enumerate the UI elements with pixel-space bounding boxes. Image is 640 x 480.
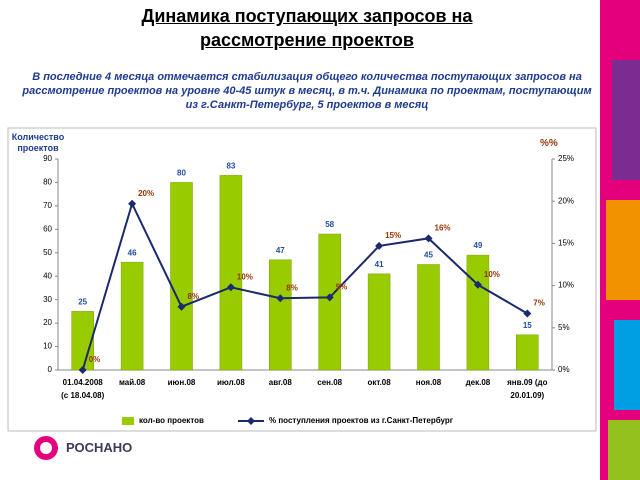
legend-label: кол-во проектов	[139, 416, 204, 425]
bar	[269, 259, 292, 371]
bar-value-label: 49	[473, 241, 482, 250]
bar-value-label: 47	[276, 246, 285, 255]
y-tick-label: 30	[43, 295, 52, 304]
subtitle: В последние 4 месяца отмечается стабилиз…	[22, 71, 592, 111]
x-tick-label: сен.08	[317, 378, 342, 387]
line-value-label: 0%	[89, 355, 101, 364]
line-value-label: 16%	[435, 223, 451, 232]
x-tick-label: янв.09 (до 20.01.09)	[507, 378, 548, 400]
decor-stripe	[614, 320, 640, 410]
line-marker	[226, 283, 235, 292]
bar	[516, 334, 539, 371]
line-marker	[473, 280, 482, 289]
line-marker	[523, 309, 532, 318]
y2-tick-label: 20%	[558, 196, 574, 205]
y-tick-label: 20	[43, 318, 52, 327]
legend-swatch	[122, 417, 134, 425]
line-value-label: 8%	[286, 283, 298, 292]
line-value-label: 15%	[385, 231, 401, 240]
bar-value-label: 83	[226, 162, 235, 171]
y2-tick-label: 0%	[558, 365, 570, 374]
y-tick-label: 80	[43, 178, 52, 187]
bar	[466, 254, 490, 371]
x-tick-label: май.08	[119, 378, 146, 387]
bar-value-label: 58	[325, 220, 334, 229]
x-tick-label: июл.08	[217, 378, 245, 387]
line-value-label: 20%	[138, 189, 154, 198]
line-marker	[128, 199, 137, 208]
bar-value-label: 80	[177, 169, 186, 178]
bar-value-label: 15	[523, 321, 532, 330]
line-marker	[375, 241, 384, 250]
bar	[219, 175, 243, 371]
line-value-label: 8%	[188, 292, 200, 301]
line-marker	[325, 293, 334, 302]
y-tick-label: 50	[43, 248, 52, 257]
line-marker	[78, 366, 87, 374]
logo-text: РОСНАНО	[66, 440, 133, 455]
y2-tick-label: 15%	[558, 239, 574, 248]
bar	[367, 273, 391, 371]
line-value-label: 10%	[484, 270, 500, 279]
y2-tick-label: 5%	[558, 323, 570, 332]
x-tick-label: ноя.08	[416, 378, 442, 387]
x-tick-label: дек.08	[466, 378, 491, 387]
y-tick-label: 70	[43, 201, 52, 210]
y-tick-label: 0	[48, 365, 53, 374]
y2-axis-label: %%	[540, 138, 558, 149]
y-tick-label: 40	[43, 271, 52, 280]
decor-stripe	[608, 420, 640, 480]
logo-icon	[40, 442, 52, 454]
y2-tick-label: 25%	[558, 154, 574, 163]
decor-stripe	[612, 60, 640, 180]
line-marker	[424, 234, 433, 243]
line-value-label: 10%	[237, 272, 253, 281]
x-tick-label: окт.08	[367, 378, 391, 387]
x-tick-label: авг.08	[269, 378, 293, 387]
bar-value-label: 41	[375, 260, 384, 269]
line-marker	[276, 294, 285, 303]
line-value-label: 7%	[533, 299, 545, 308]
decor-stripe	[606, 200, 640, 300]
line	[81, 200, 528, 371]
legend-swatch	[247, 417, 255, 425]
bar-value-label: 45	[424, 251, 433, 260]
bar	[318, 233, 341, 371]
line-marker	[177, 302, 186, 311]
y-tick-label: 10	[43, 342, 52, 351]
bar	[417, 264, 440, 371]
title: Динамика поступающих запросов на рассмот…	[141, 6, 473, 50]
y-tick-label: 90	[43, 154, 52, 163]
y2-tick-label: 10%	[558, 281, 574, 290]
bar	[170, 182, 193, 371]
y-axis-label: Количество проектов	[11, 132, 65, 153]
bar-value-label: 46	[128, 248, 137, 257]
y-tick-label: 60	[43, 224, 52, 233]
bar-value-label: 25	[78, 297, 87, 306]
x-tick-label: июн.08	[168, 378, 196, 387]
legend-label: % поступления проектов из г.Санкт-Петерб…	[269, 416, 454, 425]
chart-frame	[7, 127, 597, 432]
line-value-label: 9%	[336, 283, 348, 292]
bar	[120, 261, 144, 371]
x-tick-label: 01.04.2008 (с 18.04.08)	[61, 378, 104, 400]
